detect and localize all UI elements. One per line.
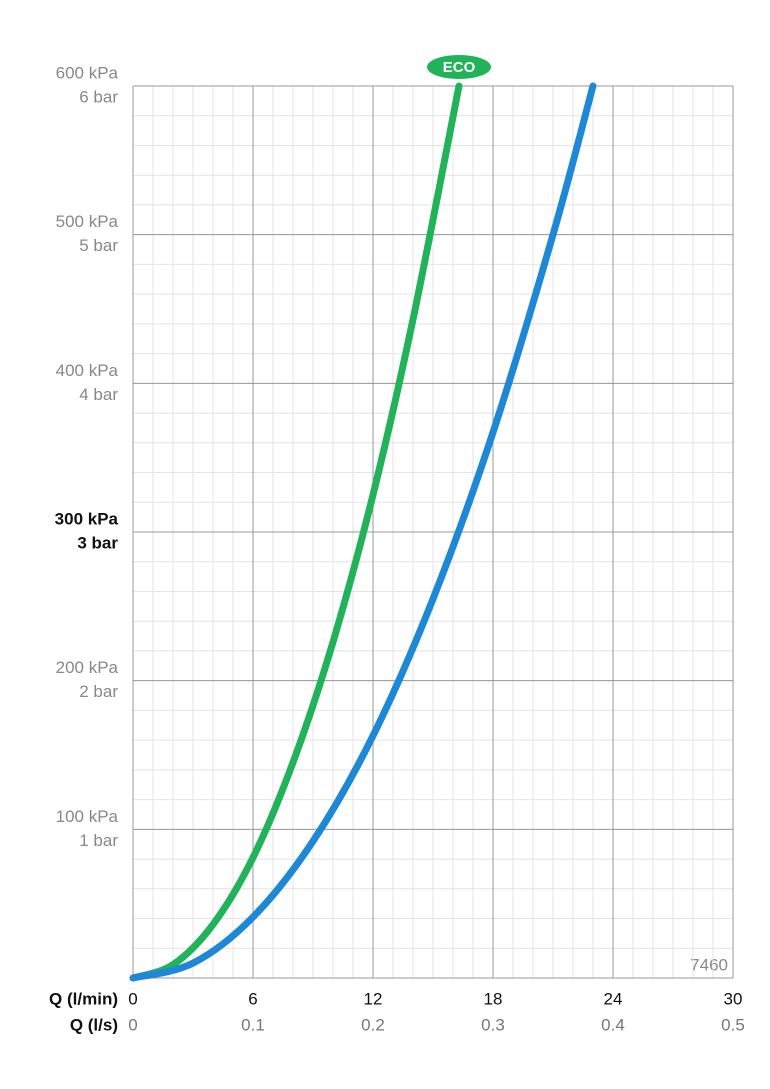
y2-tick-label: 5 bar [79, 236, 118, 255]
line [129, 82, 597, 982]
x2-tick-label: 0.2 [361, 1015, 385, 1034]
x2-tick-label: 0.5 [721, 1015, 745, 1034]
x-axis-title: Q (l/min) [49, 989, 118, 1008]
x2-tick-label: 0.1 [241, 1015, 265, 1034]
y-tick-label: 500 kPa [56, 212, 119, 231]
x2-tick-label: 0 [128, 1015, 137, 1034]
x-tick-label: 0 [128, 989, 137, 1008]
y2-tick-label: 1 bar [79, 831, 118, 850]
y2-tick-label: 3 bar [77, 533, 118, 552]
x-tick-label: 6 [248, 989, 257, 1008]
annotation: 7460 [690, 955, 728, 974]
y2-tick-label: 4 bar [79, 385, 118, 404]
x-tick-label: 18 [484, 989, 503, 1008]
y2-tick-label: 2 bar [79, 682, 118, 701]
y-tick-label: 200 kPa [56, 658, 119, 677]
x2-tick-label: 0.4 [601, 1015, 625, 1034]
legend-badge [427, 55, 491, 79]
y2-tick-label: 6 bar [79, 87, 118, 106]
y-tick-label: 400 kPa [56, 361, 119, 380]
x-tick-label: 12 [364, 989, 383, 1008]
y-tick-label: 600 kPa [56, 63, 119, 82]
line [129, 82, 463, 982]
x2-axis-title: Q (l/s) [70, 1015, 118, 1034]
x-tick-label: 24 [604, 989, 623, 1008]
x-tick-label: 30 [724, 989, 743, 1008]
y-tick-label: 300 kPa [55, 509, 119, 528]
y-tick-label: 100 kPa [56, 807, 119, 826]
x2-tick-label: 0.3 [481, 1015, 505, 1034]
legend-label: ECO [443, 59, 476, 76]
